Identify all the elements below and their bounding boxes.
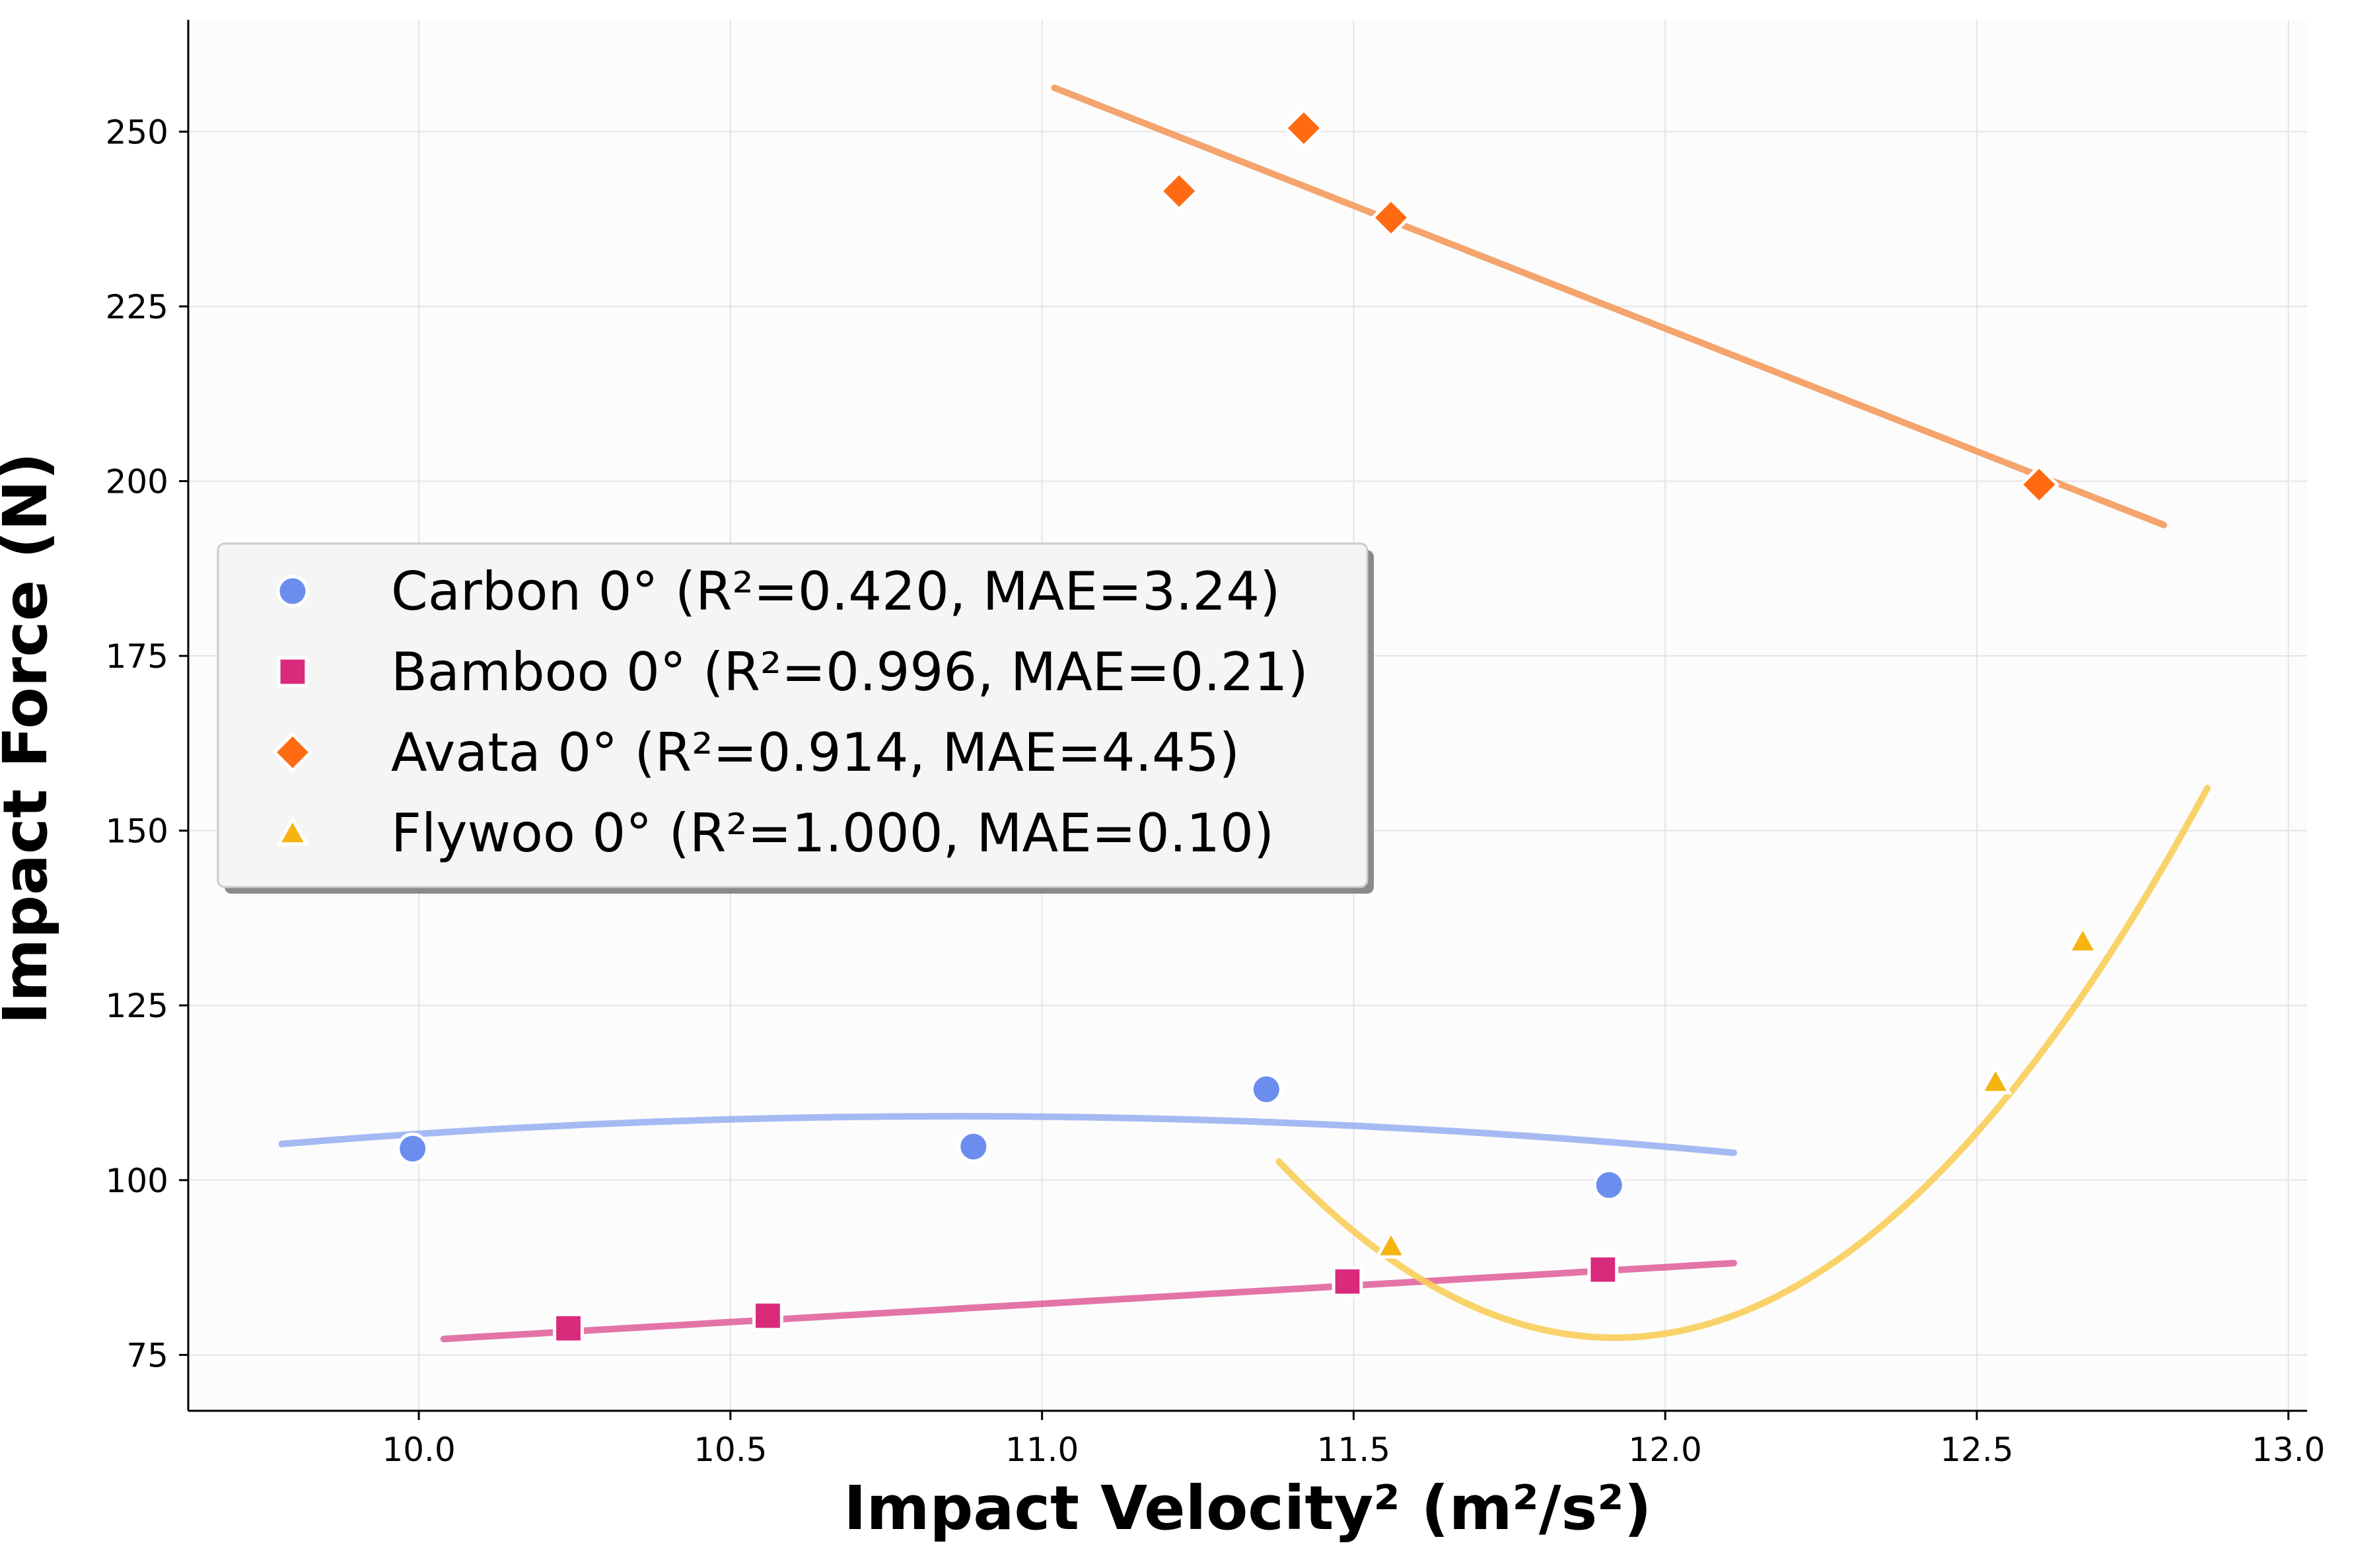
fit-line-flywoo: [1275, 785, 2211, 1341]
fit-lines: [278, 85, 2211, 1343]
legend-box: [217, 542, 1369, 888]
point-avata: [2018, 464, 2060, 505]
point-avata: [1370, 197, 1412, 238]
x-tick-label: 13.0: [2252, 1431, 2325, 1469]
x-tick-label: 12.0: [1629, 1431, 1702, 1469]
x-tick-label: 11.5: [1317, 1431, 1390, 1469]
point-bamboo: [752, 1300, 783, 1332]
fit-line-bamboo: [440, 1260, 1737, 1343]
fit-line-carbon: [278, 1113, 1737, 1157]
point-bamboo: [1332, 1265, 1363, 1297]
y-tick-label: 200: [106, 462, 168, 501]
x-tick-label: 10.0: [382, 1431, 455, 1469]
point-carbon: [957, 1130, 990, 1163]
x-tick-label: 11.0: [1005, 1431, 1079, 1469]
y-tick-label: 150: [106, 812, 168, 851]
point-avata: [1283, 107, 1324, 149]
legend-marker-carbon: [276, 575, 309, 608]
x-tick-label: 12.5: [1940, 1431, 2013, 1469]
y-tick-label: 125: [106, 987, 168, 1025]
legend-marker-avata: [271, 731, 314, 773]
x-axis-title: Impact Velocity² (m²/s²): [843, 1473, 1651, 1544]
x-tick-label: 10.5: [694, 1431, 767, 1469]
data-points: [396, 107, 2100, 1344]
legend-label-carbon: Carbon 0° (R²=0.420, MAE=3.24): [391, 561, 1280, 622]
legend-label-flywoo: Flywoo 0° (R²=1.000, MAE=0.10): [391, 802, 1274, 864]
y-tick-label: 225: [106, 288, 168, 326]
point-flywoo: [1979, 1064, 2013, 1094]
tick-labels: 10.0 10.5 11.0 11.5 12.0 12.5 13.0 75 100 125 150 1…: [106, 113, 2326, 1469]
axes: [179, 20, 2307, 1420]
legend-marker-bamboo: [277, 656, 308, 688]
point-flywoo: [1374, 1229, 1408, 1259]
point-carbon: [1250, 1073, 1283, 1106]
legend-marker-flywoo: [275, 815, 310, 846]
fit-line-avata: [1051, 85, 2167, 528]
y-tick-label: 175: [106, 637, 168, 676]
y-tick-label: 250: [106, 113, 168, 151]
legend-label-bamboo: Bamboo 0° (R²=0.996, MAE=0.21): [391, 641, 1308, 703]
point-carbon: [1592, 1168, 1625, 1201]
legend-label-avata: Avata 0° (R²=0.914, MAE=4.45): [391, 722, 1240, 783]
point-flywoo: [2066, 923, 2100, 954]
point-avata: [1159, 170, 1200, 212]
y-axis-title: Impact Force (N): [0, 452, 61, 1024]
y-tick-label: 100: [106, 1162, 168, 1200]
legend-entries: [271, 575, 314, 846]
point-bamboo: [1587, 1254, 1619, 1285]
y-tick-label: 75: [126, 1336, 168, 1374]
legend: Carbon 0° (R²=0.420, MAE=3.24) Bamboo 0°…: [217, 542, 1374, 894]
point-bamboo: [553, 1312, 584, 1344]
point-carbon: [396, 1132, 429, 1165]
